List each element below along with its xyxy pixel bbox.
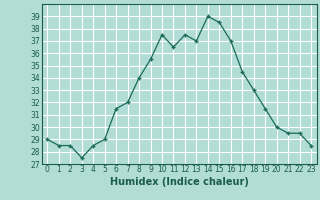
X-axis label: Humidex (Indice chaleur): Humidex (Indice chaleur): [110, 177, 249, 187]
